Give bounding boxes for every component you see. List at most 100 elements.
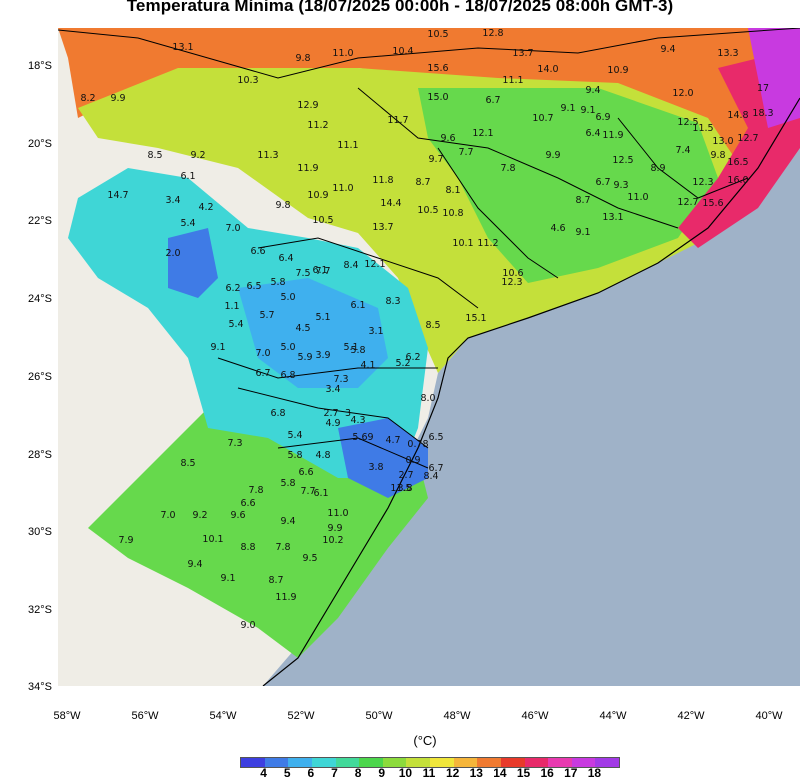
colorbar-swatch: [571, 758, 596, 767]
station-value-label: 12.1: [364, 259, 385, 270]
station-value-label: 7.9: [118, 535, 133, 546]
station-value-label: 3.4: [165, 195, 180, 206]
station-value-label: 9.8: [275, 200, 290, 211]
lat-tick-32S: 32°S: [28, 604, 52, 616]
station-value-label: 5.8: [287, 450, 302, 461]
lat-tick-24S: 24°S: [28, 293, 52, 305]
station-value-label: 13.3: [717, 48, 738, 59]
station-value-label: 16.0: [727, 175, 748, 186]
station-value-label: 11.9: [275, 592, 296, 603]
station-value-label: 6.7: [485, 95, 500, 106]
station-value-label: 10.8: [442, 208, 463, 219]
lat-tick-34S: 34°S: [28, 681, 52, 693]
station-value-label: 15.0: [427, 92, 448, 103]
station-value-label: 8.4: [343, 260, 358, 271]
station-value-label: 14.4: [380, 198, 401, 209]
station-value-label: 4.6: [550, 223, 565, 234]
station-value-label: 11.0: [332, 48, 353, 59]
station-value-label: 9.1: [575, 227, 590, 238]
station-value-label: 5.69: [352, 432, 373, 443]
station-value-label: 11.8: [372, 175, 393, 186]
station-value-label: 9.0: [240, 620, 255, 631]
station-value-label: 9.2: [192, 510, 207, 521]
station-value-label: 12.3: [692, 177, 713, 188]
station-value-label: 6.7: [595, 177, 610, 188]
station-value-label: 7.0: [160, 510, 175, 521]
colorbar-label: 8: [354, 766, 362, 780]
station-value-label: 6.7: [255, 368, 270, 379]
field-coast-magenta: [748, 28, 800, 128]
station-value-label: 9.4: [187, 559, 202, 570]
lon-tick-48W: 48°W: [443, 710, 471, 722]
colorbar-label: 7: [331, 766, 338, 780]
colorbar-swatch: [500, 758, 525, 767]
station-value-label: 6.8: [270, 408, 285, 419]
station-value-label: 5.0: [280, 342, 295, 353]
station-value-label: 8.8: [240, 542, 255, 553]
station-value-label: 5.8: [280, 478, 295, 489]
colorbar-swatch: [311, 758, 336, 767]
station-value-label: 7.8: [275, 542, 290, 553]
station-value-label: 6.1: [350, 300, 365, 311]
station-value-label: 11.2: [477, 238, 498, 249]
station-value-label: 9.4: [585, 85, 600, 96]
station-value-label: 3.1: [368, 326, 383, 337]
station-value-label: 9.6: [440, 133, 455, 144]
colorbar-label: 16: [540, 766, 554, 780]
station-value-label: 11.1: [337, 140, 358, 151]
station-value-label: 5.1: [343, 342, 358, 353]
station-value-label: 10.5: [312, 215, 333, 226]
station-value-label: 15.6: [427, 63, 448, 74]
station-value-label: 11.0: [627, 192, 648, 203]
station-value-label: 9.5: [302, 553, 317, 564]
station-value-label: 8.5: [180, 458, 195, 469]
station-value-label: 9.2: [190, 150, 205, 161]
station-value-label: 7.5: [295, 268, 310, 279]
station-value-label: 8.5: [425, 320, 440, 331]
station-value-label: 6.6: [250, 246, 265, 257]
station-value-label: 10.1: [452, 238, 473, 249]
colorbar-label: 13: [469, 766, 483, 780]
station-value-label: 3.8: [368, 462, 383, 473]
station-value-label: 6.9: [595, 112, 610, 123]
station-value-label: 5.2: [395, 358, 410, 369]
station-value-label: 8.0: [420, 393, 435, 404]
station-value-label: 8.1: [445, 185, 460, 196]
station-value-label: 9.1: [560, 103, 575, 114]
station-value-label: 8.5: [147, 150, 162, 161]
colorbar: [240, 757, 620, 768]
station-value-label: 10.5: [417, 205, 438, 216]
station-value-label: 6.6: [298, 467, 313, 478]
station-value-label: 18.3: [752, 108, 773, 119]
station-value-label: 6.4: [278, 253, 293, 264]
station-value-label: 7.8: [500, 163, 515, 174]
station-value-label: 11.9: [602, 130, 623, 141]
lon-tick-56W: 56°W: [131, 710, 159, 722]
colorbar-swatch: [406, 758, 430, 767]
station-value-label: 12.8: [482, 28, 503, 39]
station-value-label: 12.3: [501, 277, 522, 288]
lon-tick-58W: 58°W: [53, 710, 81, 722]
station-value-label: 0.78: [407, 439, 428, 450]
station-value-label: 1.1: [224, 301, 239, 312]
station-value-label: 12.7: [737, 133, 758, 144]
station-value-label: 16.5: [727, 157, 748, 168]
colorbar-label: 14: [493, 766, 507, 780]
station-value-label: 7.8: [248, 485, 263, 496]
colorbar-label: 5: [283, 766, 291, 780]
lon-tick-42W: 42°W: [677, 710, 705, 722]
station-value-label: 6.5: [246, 281, 261, 292]
station-value-label: 17: [757, 83, 769, 94]
field-blue-west: [168, 228, 218, 298]
colorbar-swatch: [430, 758, 454, 767]
station-value-label: 9.9: [327, 523, 342, 534]
station-value-label: 8.9: [650, 163, 665, 174]
colorbar-swatch: [524, 758, 549, 767]
station-value-label: 10.5: [427, 29, 448, 40]
station-value-label: 8.7: [268, 575, 283, 586]
station-value-label: 6.7: [428, 463, 443, 474]
lon-tick-50W: 50°W: [365, 710, 393, 722]
station-value-label: 2.7: [323, 408, 338, 419]
field-blue-core: [238, 278, 388, 388]
station-value-label: 10.6: [502, 268, 523, 279]
